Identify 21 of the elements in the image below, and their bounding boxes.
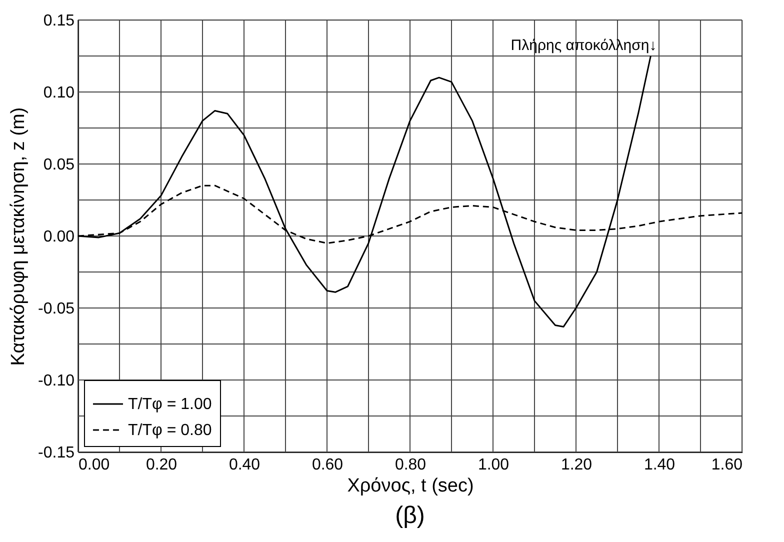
y-tick-label: 0.00 bbox=[43, 228, 75, 246]
legend-label: T/Tφ = 0.80 bbox=[128, 422, 212, 439]
y-tick-label: 0.05 bbox=[43, 156, 75, 174]
x-tick-label: 0.00 bbox=[78, 456, 110, 474]
y-axis-title: Κατακόρυφη μετακίνηση, z (m) bbox=[8, 107, 30, 366]
x-axis-title: Χρόνος, t (sec) bbox=[347, 476, 474, 496]
x-tick-label: 1.00 bbox=[478, 456, 510, 474]
y-tick-label: -0.15 bbox=[38, 444, 75, 462]
x-tick-label: 0.80 bbox=[394, 456, 426, 474]
x-tick-label: 0.60 bbox=[312, 456, 344, 474]
y-tick-label: -0.10 bbox=[38, 372, 75, 390]
x-tick-label: 0.20 bbox=[146, 456, 178, 474]
y-tick-label: -0.05 bbox=[38, 300, 75, 318]
legend-label: T/Tφ = 1.00 bbox=[128, 396, 212, 413]
x-tick-label: 0.40 bbox=[228, 456, 260, 474]
y-tick-label: 0.15 bbox=[43, 12, 75, 30]
text: (β) bbox=[395, 502, 425, 529]
x-tick-label: 1.60 bbox=[711, 456, 743, 474]
y-tick-label: 0.10 bbox=[43, 84, 75, 102]
x-tick-label: 1.40 bbox=[644, 456, 676, 474]
x-tick-label: 1.20 bbox=[560, 456, 592, 474]
